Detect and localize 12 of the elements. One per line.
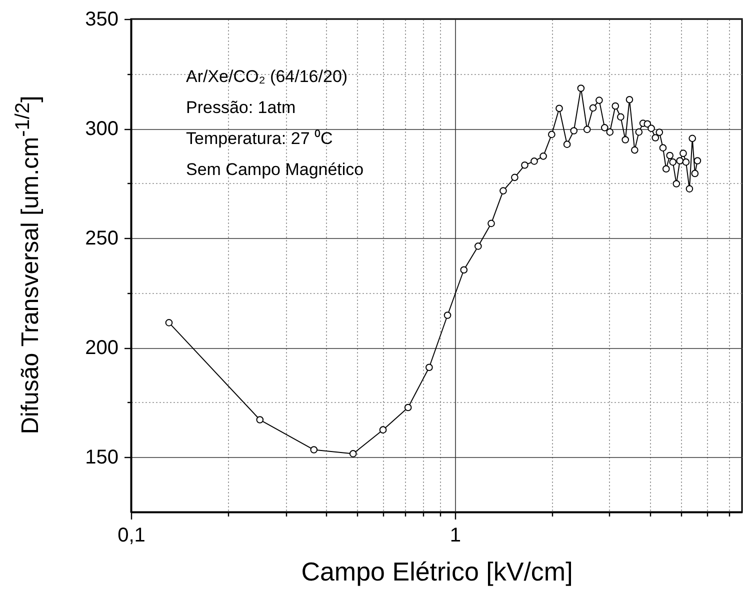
annotation: Pressão: 1atm [186, 98, 296, 117]
annotation: Sem Campo Magnético [186, 160, 364, 179]
y-tick-label: 300 [85, 118, 118, 140]
annotation: Temperatura: 27 ⁰C [186, 129, 333, 148]
annotation: Ar/Xe/CO₂ (64/16/20) [186, 67, 348, 86]
x-tick-label: 1 [450, 524, 461, 546]
x-tick-label: 0,1 [118, 524, 146, 546]
y-tick-label: 250 [85, 228, 118, 250]
y-tick-label: 200 [85, 337, 118, 360]
y-tick-label: 150 [85, 446, 118, 469]
y-tick-label: 350 [85, 8, 118, 30]
x-axis-title: Campo Elétrico [kV/cm] [301, 556, 573, 586]
